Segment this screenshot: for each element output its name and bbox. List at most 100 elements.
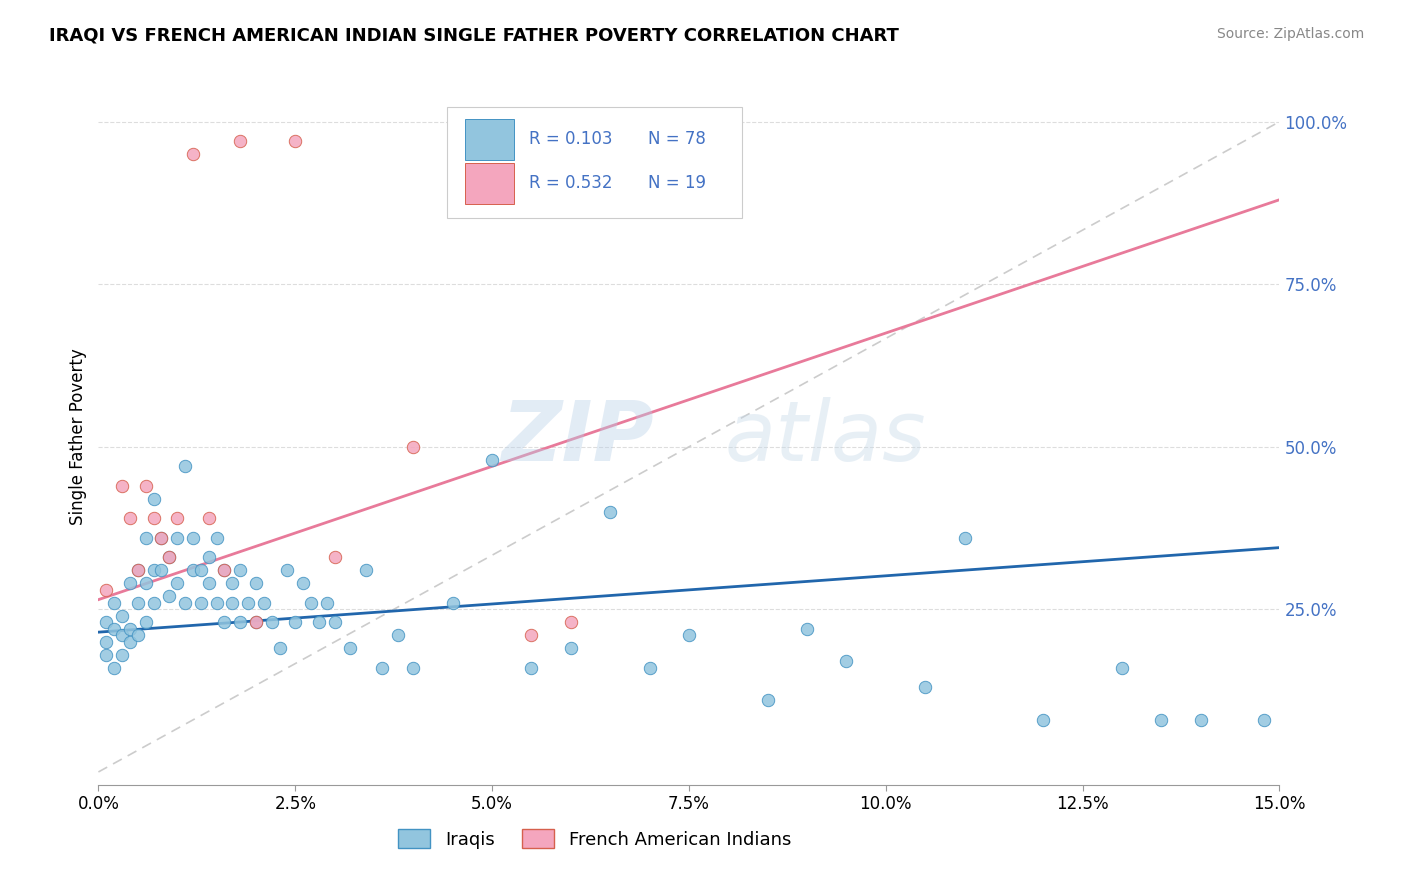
Point	[1150, 713, 1173, 727]
Point	[308, 615, 330, 630]
Point	[127, 628, 149, 642]
Text: R = 0.103: R = 0.103	[530, 130, 613, 148]
Point	[103, 596, 125, 610]
Text: Source: ZipAtlas.com: Source: ZipAtlas.com	[1216, 27, 1364, 41]
Point	[253, 596, 276, 610]
Point	[96, 582, 118, 597]
Point	[914, 681, 936, 695]
Point	[835, 654, 858, 668]
Point	[135, 615, 157, 630]
FancyBboxPatch shape	[464, 162, 515, 203]
Point	[174, 459, 197, 474]
Point	[135, 531, 157, 545]
Point	[260, 615, 283, 630]
Point	[150, 531, 173, 545]
Point	[221, 596, 243, 610]
Point	[190, 596, 212, 610]
Text: ZIP: ZIP	[501, 397, 654, 477]
Point	[181, 147, 204, 161]
Point	[197, 576, 219, 591]
Point	[236, 596, 259, 610]
Point	[96, 615, 118, 630]
Point	[520, 628, 543, 642]
Point	[135, 576, 157, 591]
Point	[150, 563, 173, 577]
Point	[181, 563, 204, 577]
Legend: Iraqis, French American Indians: Iraqis, French American Indians	[391, 822, 799, 856]
Point	[174, 596, 197, 610]
Point	[245, 576, 267, 591]
Point	[678, 628, 700, 642]
Point	[157, 550, 180, 565]
Point	[599, 505, 621, 519]
Point	[229, 563, 252, 577]
Point	[402, 661, 425, 675]
Point	[284, 615, 307, 630]
Point	[150, 531, 173, 545]
Point	[229, 615, 252, 630]
Point	[284, 134, 307, 148]
FancyBboxPatch shape	[447, 106, 742, 218]
Point	[197, 511, 219, 525]
Point	[142, 596, 165, 610]
Point	[111, 608, 134, 623]
Point	[127, 563, 149, 577]
Point	[96, 648, 118, 662]
Point	[299, 596, 322, 610]
Point	[166, 511, 188, 525]
Point	[157, 550, 180, 565]
Point	[1253, 713, 1275, 727]
Point	[135, 479, 157, 493]
Point	[142, 491, 165, 506]
Point	[560, 641, 582, 656]
Point	[127, 563, 149, 577]
Point	[214, 615, 236, 630]
Point	[166, 576, 188, 591]
Point	[560, 615, 582, 630]
Y-axis label: Single Father Poverty: Single Father Poverty	[69, 349, 87, 525]
Text: N = 19: N = 19	[648, 174, 706, 192]
Point	[371, 661, 394, 675]
Point	[276, 563, 298, 577]
Point	[205, 531, 228, 545]
Point	[221, 576, 243, 591]
Point	[323, 615, 346, 630]
Point	[796, 622, 818, 636]
Point	[127, 596, 149, 610]
Point	[441, 596, 464, 610]
Point	[229, 134, 252, 148]
Point	[315, 596, 337, 610]
Point	[354, 563, 377, 577]
Point	[214, 563, 236, 577]
Point	[245, 615, 267, 630]
Point	[269, 641, 291, 656]
Point	[96, 635, 118, 649]
Point	[111, 479, 134, 493]
Point	[756, 693, 779, 707]
Point	[323, 550, 346, 565]
Text: atlas: atlas	[724, 397, 927, 477]
Point	[190, 563, 212, 577]
Point	[197, 550, 219, 565]
Point	[402, 440, 425, 454]
Point	[142, 511, 165, 525]
Point	[118, 511, 141, 525]
Text: IRAQI VS FRENCH AMERICAN INDIAN SINGLE FATHER POVERTY CORRELATION CHART: IRAQI VS FRENCH AMERICAN INDIAN SINGLE F…	[49, 27, 898, 45]
Point	[292, 576, 315, 591]
Text: N = 78: N = 78	[648, 130, 706, 148]
Point	[953, 531, 976, 545]
Point	[339, 641, 361, 656]
Text: R = 0.532: R = 0.532	[530, 174, 613, 192]
Point	[118, 622, 141, 636]
Point	[1111, 661, 1133, 675]
Point	[111, 648, 134, 662]
Point	[205, 596, 228, 610]
Point	[157, 590, 180, 604]
Point	[1189, 713, 1212, 727]
Point	[387, 628, 409, 642]
Point	[1032, 713, 1054, 727]
Point	[142, 563, 165, 577]
Point	[118, 576, 141, 591]
Point	[166, 531, 188, 545]
Point	[103, 622, 125, 636]
